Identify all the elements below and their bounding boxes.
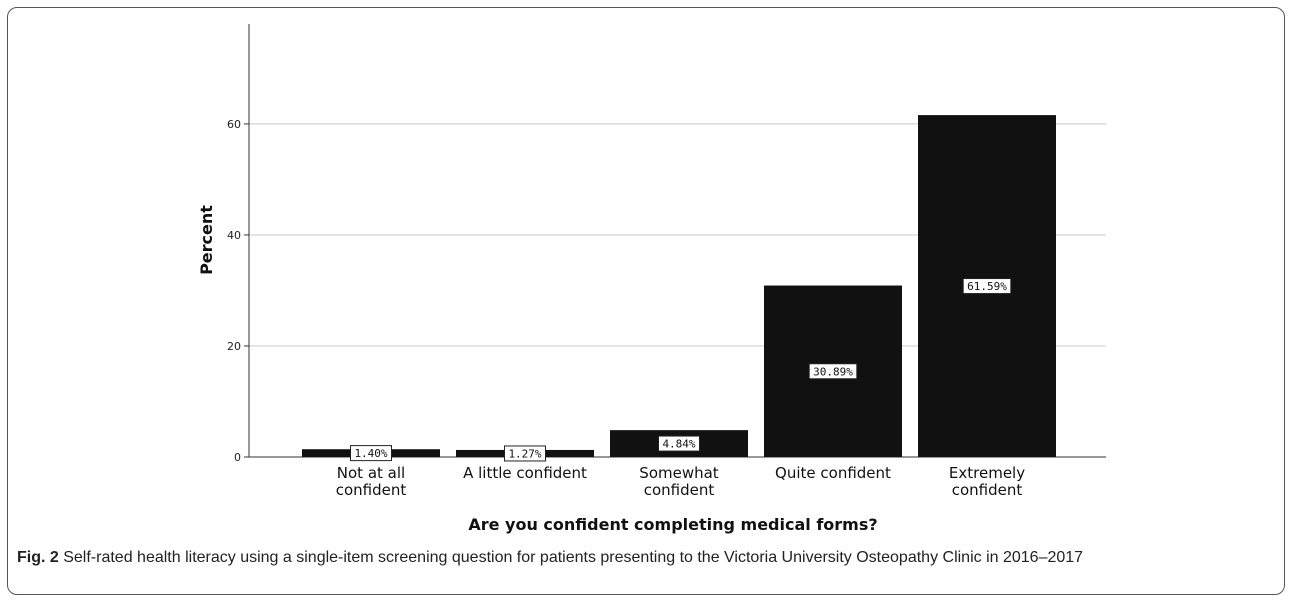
x-tick-label: Somewhat [639,464,719,482]
x-tick-label: Quite confident [775,464,891,482]
figure-caption: Fig. 2 Self-rated health literacy using … [17,548,1267,568]
x-tick-label: confident [644,481,715,499]
caption-text: Self-rated health literacy using a singl… [58,549,1084,566]
bar-chart: 0 20 40 60 1.40% 1.27% 4.84% 30.89% 61.59% Not … [197,24,1106,534]
data-label: 30.89% [813,365,853,378]
y-tick-labels: 0 20 40 60 [227,118,249,464]
data-label: 4.84% [662,438,695,451]
figure-label: Fig. 2 [17,549,59,566]
y-tick-label: 0 [234,451,241,464]
x-tick-label: confident [336,481,407,499]
x-tick-label: Extremely [949,464,1025,482]
data-label-box [962,278,1012,295]
data-label: 1.27% [508,447,541,460]
data-labels: 1.40% 1.27% 4.84% 30.89% 61.59% [350,278,1012,462]
figure-frame [7,7,1285,595]
data-label-box [808,363,858,380]
x-tick-label: A little confident [463,464,587,482]
y-axis-title: Percent [197,205,216,275]
bars [302,115,1056,458]
data-label: 61.59% [967,280,1007,293]
data-label-box [504,445,546,462]
x-tick-label: confident [952,481,1023,499]
x-tick-label: Not at all [337,464,405,482]
data-label-box [350,445,392,462]
y-tick-label: 40 [227,229,241,242]
data-label: 1.40% [354,447,387,460]
data-label-box [658,435,700,452]
y-tick-label: 20 [227,340,241,353]
y-tick-label: 60 [227,118,241,131]
x-axis-title: Are you confident completing medical for… [468,515,877,534]
